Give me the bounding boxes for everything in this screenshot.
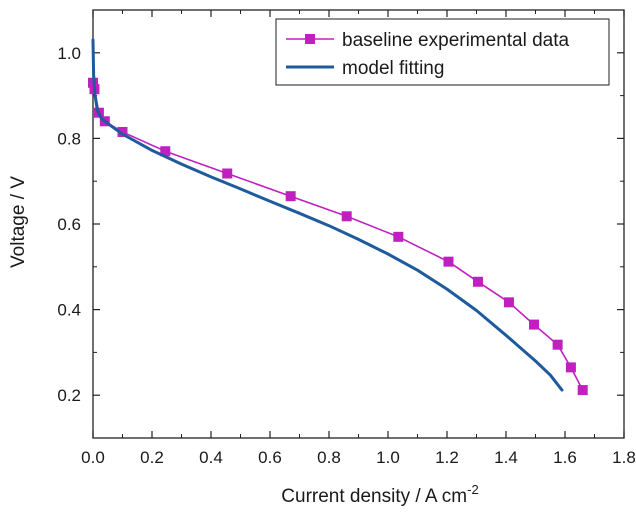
y-tick-label: 0.2: [57, 386, 81, 405]
x-tick-label: 0.6: [258, 448, 282, 467]
axes-layer: 0.0 0.2 0.4 0.6 0.8 1.0 1.2 1.4 1.6 1.8 0.2 0.4 0.6 0…: [57, 9, 636, 467]
x-tick-label: 0.2: [140, 448, 164, 467]
data-point-baseline-experimental-data: [160, 146, 171, 157]
data-point-baseline-experimental-data: [222, 168, 233, 179]
x-tick-label: 1.4: [494, 448, 518, 467]
x-axis-title: Current density / A cm-2: [281, 482, 478, 507]
y-tick-label: 1.0: [57, 44, 81, 63]
data-point-baseline-experimental-data: [577, 385, 588, 396]
x-tick-label: 1.2: [435, 448, 459, 467]
series-line-baseline-experimental-data: [92, 82, 584, 391]
x-tick-label: 0.0: [81, 448, 105, 467]
data-point-baseline-experimental-data: [565, 362, 576, 373]
data-point-baseline-experimental-data: [472, 276, 483, 287]
y-tick-label: 0.8: [57, 129, 81, 148]
x-tick-label: 0.8: [317, 448, 341, 467]
x-tick-label: 1.8: [612, 448, 636, 467]
data-point-baseline-experimental-data: [552, 339, 563, 350]
data-point-baseline-experimental-data: [503, 297, 514, 308]
legend-label-baseline-experimental-data: baseline experimental data: [342, 30, 570, 51]
data-point-baseline-experimental-data: [443, 256, 454, 267]
legend-label-model-fitting: model fitting: [342, 58, 444, 79]
legend-marker-baseline-experimental-data: [305, 34, 315, 44]
y-tick-label: 0.6: [57, 215, 81, 234]
series-line-model-fitting: [91, 38, 564, 392]
y-axis-title: Voltage / V: [8, 176, 29, 268]
x-axis-title-superscript: -2: [467, 482, 479, 497]
series-layer: [88, 38, 588, 396]
legend: baseline experimental data model fitting: [275, 18, 610, 86]
x-tick-label: 1.0: [376, 448, 400, 467]
y-tick-label: 0.4: [57, 301, 81, 320]
legend-box: [275, 18, 610, 86]
data-point-baseline-experimental-data: [117, 126, 128, 137]
x-tick-label: 0.4: [199, 448, 223, 467]
data-point-baseline-experimental-data: [393, 231, 404, 242]
data-point-baseline-experimental-data: [529, 319, 540, 330]
data-point-baseline-experimental-data: [285, 191, 296, 202]
data-point-baseline-experimental-data: [341, 211, 352, 222]
x-tick-label: 1.6: [553, 448, 577, 467]
